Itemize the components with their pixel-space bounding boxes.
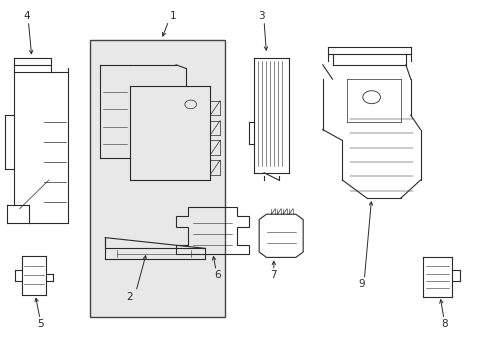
Text: 5: 5 <box>37 319 43 329</box>
Text: 8: 8 <box>441 319 447 329</box>
Text: 6: 6 <box>214 270 221 280</box>
Text: 4: 4 <box>23 11 30 21</box>
Text: 9: 9 <box>358 279 365 289</box>
Text: 7: 7 <box>270 270 277 280</box>
Text: 1: 1 <box>170 11 177 21</box>
Text: 2: 2 <box>126 292 133 302</box>
Bar <box>90 40 224 317</box>
Text: 3: 3 <box>258 11 264 21</box>
